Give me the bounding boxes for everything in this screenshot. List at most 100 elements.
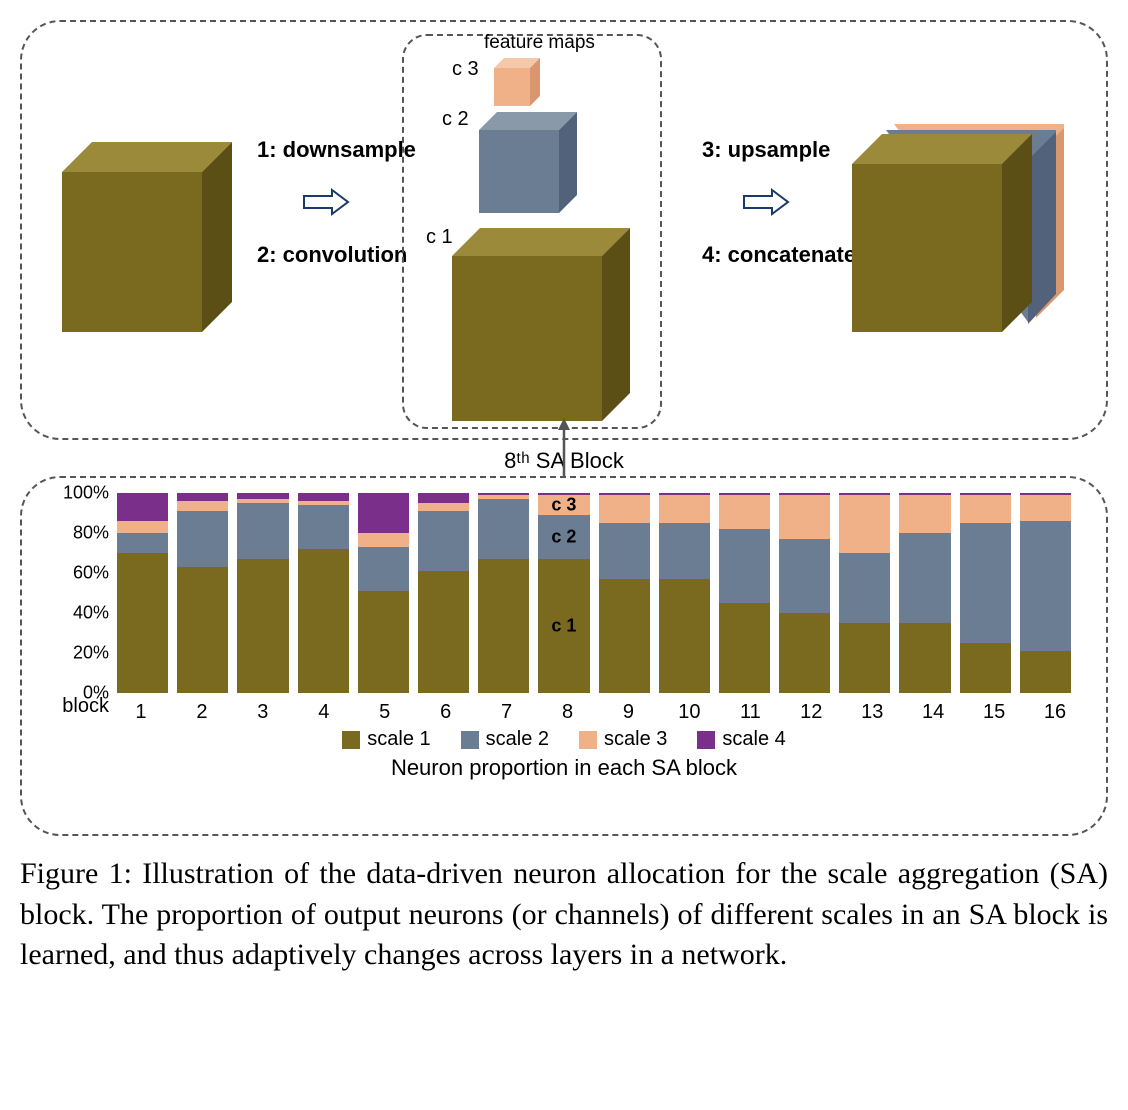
chart-panel: 0%20%40%60%80%100% c 1c 2c 3 block 12345…	[20, 476, 1108, 836]
legend-label: scale 4	[722, 728, 785, 751]
bar-inner-label: c 3	[538, 495, 589, 516]
bar-6	[418, 493, 469, 693]
x-label: 7	[481, 701, 533, 724]
bar-segment	[418, 511, 469, 571]
bar-segment	[237, 559, 288, 693]
bar-16	[1020, 493, 1071, 693]
x-label: 16	[1029, 701, 1081, 724]
arrow-right-2	[742, 187, 792, 217]
y-tick: 20%	[73, 643, 109, 664]
bar-segment	[117, 533, 168, 553]
x-label: 2	[176, 701, 228, 724]
feature-maps-panel: feature maps c 3 c 2 c 1	[402, 34, 662, 429]
bar-segment	[1020, 651, 1071, 693]
legend-item: scale 4	[697, 728, 785, 751]
figure-caption: Figure 1: Illustration of the data-drive…	[20, 854, 1108, 976]
y-tick: 80%	[73, 523, 109, 544]
step2-label: 2: convolution	[257, 242, 407, 268]
bar-12	[779, 493, 830, 693]
bar-8: c 1c 2c 3	[538, 493, 589, 693]
legend-swatch	[579, 731, 597, 749]
bar-segment	[418, 503, 469, 511]
legend-label: scale 3	[604, 728, 667, 751]
bar-segment	[719, 529, 770, 603]
bar-5	[358, 493, 409, 693]
x-label: 1	[115, 701, 167, 724]
step4-label: 4: concatenate	[702, 242, 856, 268]
bar-segment	[719, 603, 770, 693]
bar-segment	[358, 493, 409, 533]
bar-9	[599, 493, 650, 693]
bar-2	[177, 493, 228, 693]
bar-segment	[177, 567, 228, 693]
bar-segment	[177, 501, 228, 511]
bar-segment	[117, 493, 168, 521]
y-axis: 0%20%40%60%80%100%	[49, 493, 109, 693]
feature-maps-title: feature maps	[484, 32, 595, 54]
bar-segment	[839, 553, 890, 623]
bar-segment	[960, 495, 1011, 523]
bar-segment	[839, 623, 890, 693]
x-label: 13	[846, 701, 898, 724]
legend-item: scale 3	[579, 728, 667, 751]
legend-label: scale 2	[486, 728, 549, 751]
x-labels-row: 12345678910111213141516	[115, 701, 1081, 724]
bar-segment	[599, 523, 650, 579]
y-tick: 0%	[83, 683, 109, 704]
x-label: 10	[663, 701, 715, 724]
x-label: 8	[542, 701, 594, 724]
bar-segment	[298, 549, 349, 693]
connector-arrow	[554, 418, 574, 478]
bar-segment	[117, 521, 168, 533]
bar-7	[478, 493, 529, 693]
c2-label: c 2	[442, 108, 469, 131]
x-label: 4	[298, 701, 350, 724]
c3-label: c 3	[452, 58, 479, 81]
bar-segment	[779, 613, 830, 693]
bar-segment	[237, 503, 288, 559]
legend-swatch	[461, 731, 479, 749]
bar-segment	[659, 495, 710, 523]
bar-segment	[177, 511, 228, 567]
bar-segment	[659, 579, 710, 693]
x-label: 3	[237, 701, 289, 724]
c3-cube	[494, 56, 554, 111]
output-cube	[852, 122, 1102, 347]
x-label: 12	[785, 701, 837, 724]
x-label: 11	[724, 701, 776, 724]
bar-segment	[177, 493, 228, 501]
bar-segment	[899, 495, 950, 533]
legend-label: scale 1	[367, 728, 430, 751]
x-label: 5	[359, 701, 411, 724]
x-label: 6	[420, 701, 472, 724]
legend-swatch	[342, 731, 360, 749]
bar-segment	[839, 495, 890, 553]
bar-10	[659, 493, 710, 693]
bar-segment	[719, 495, 770, 529]
bar-15	[960, 493, 1011, 693]
step3-label: 3: upsample	[702, 137, 830, 163]
bar-segment	[1020, 495, 1071, 521]
bar-segment	[659, 523, 710, 579]
bar-segment	[478, 559, 529, 693]
legend-swatch	[697, 731, 715, 749]
legend-item: scale 1	[342, 728, 430, 751]
bar-segment	[779, 495, 830, 539]
bar-segment	[1020, 521, 1071, 651]
c1-cube	[452, 221, 662, 431]
bar-11	[719, 493, 770, 693]
x-label: 14	[907, 701, 959, 724]
top-diagram-panel: 1: downsample 2: convolution feature map…	[20, 20, 1108, 440]
bar-segment	[779, 539, 830, 613]
y-tick: 60%	[73, 563, 109, 584]
bar-4	[298, 493, 349, 693]
arrow-right-1	[302, 187, 352, 217]
bar-13	[839, 493, 890, 693]
bar-segment	[960, 523, 1011, 643]
bar-inner-label: c 1	[538, 616, 589, 637]
bar-1	[117, 493, 168, 693]
bar-segment	[478, 499, 529, 559]
bar-14	[899, 493, 950, 693]
x-label: 15	[968, 701, 1020, 724]
bar-3	[237, 493, 288, 693]
